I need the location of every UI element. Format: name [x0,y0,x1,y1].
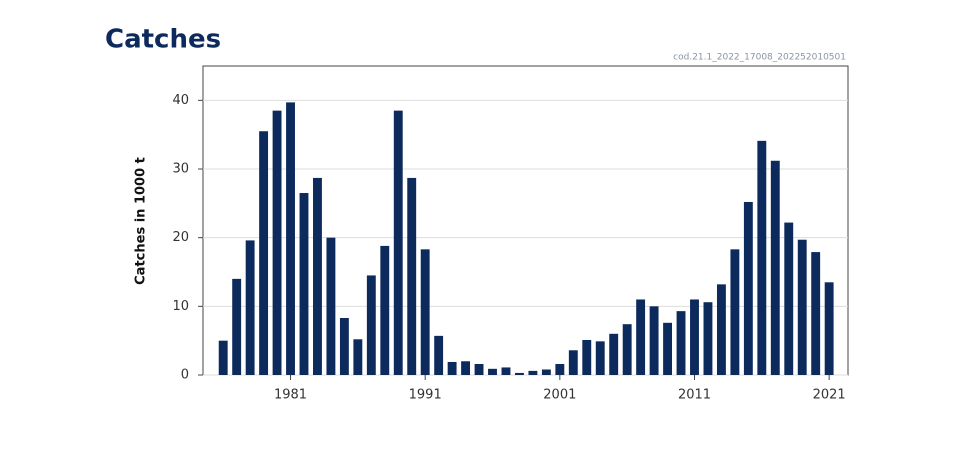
bar [407,177,417,375]
bar [232,278,242,375]
bar [501,367,511,375]
bar [784,222,794,375]
bar [811,252,821,375]
bar [609,333,619,375]
bar [447,361,457,375]
bar [528,370,538,375]
bar [313,177,322,375]
bar [555,364,565,375]
bar [366,275,376,375]
source-label: cod.21.1_2022_17008_202252010501 [673,53,846,63]
bar [541,369,551,375]
bar [353,339,363,375]
bar [716,284,726,375]
bar [622,324,632,375]
bar [582,339,592,375]
bar [703,302,713,375]
bar [824,282,834,375]
x-tick-label: 2011 [678,388,711,403]
bar [743,201,753,375]
bar [434,335,444,375]
x-tick-label: 1991 [409,388,442,403]
bar [730,249,740,375]
bar [595,341,605,375]
bar [286,102,295,375]
bar [380,245,390,375]
bar [259,131,269,375]
bar [649,306,659,375]
x-tick-label: 2001 [543,388,576,403]
x-tick-label: 1981 [274,388,307,403]
x-tick-label: 2021 [813,388,846,403]
bar [663,322,673,375]
bar [757,140,767,375]
y-tick-label: 0 [181,368,189,383]
y-tick-label: 30 [172,162,189,177]
y-tick-label: 40 [172,93,189,108]
y-axis-label: Catches in 1000 t [134,157,149,285]
bar [770,160,780,375]
bar [218,340,228,375]
bar [568,350,578,375]
bar [339,318,349,375]
bar [326,237,336,375]
y-tick-label: 20 [172,230,189,245]
bar [474,364,484,375]
bar [514,372,524,375]
bar [690,299,699,375]
bar [245,240,255,375]
bar [797,239,807,375]
chart-title: Catches [105,25,221,55]
bar [676,311,686,375]
bar [393,110,403,375]
bar [299,193,309,375]
y-tick-label: 10 [172,299,189,314]
bar [420,249,430,375]
bar [488,368,497,375]
bar [272,110,282,375]
bar [461,361,471,375]
bar [636,299,646,375]
